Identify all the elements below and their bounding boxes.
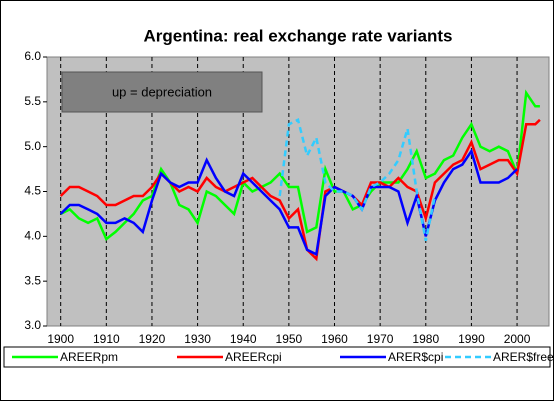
y-tick-label: 6.0 — [24, 49, 41, 63]
y-tick-label: 5.0 — [24, 139, 41, 153]
series-line — [60, 89, 540, 241]
chart-title: Argentina: real exchange rate variants — [144, 26, 453, 45]
x-tick-label: 1950 — [276, 332, 303, 346]
legend-label: ARER$cpi — [388, 350, 443, 364]
x-tick-label: 1980 — [412, 332, 439, 346]
legend-label: ARER$free — [493, 350, 554, 364]
x-tick-label: 1940 — [230, 332, 257, 346]
series-lines — [59, 89, 541, 262]
annotation: up = depreciation — [112, 84, 212, 99]
x-tick-label: 1930 — [184, 332, 211, 346]
x-tick-label: 1990 — [458, 332, 485, 346]
y-tick-label: 4.0 — [24, 229, 41, 243]
x-tick-label: 1920 — [139, 332, 166, 346]
legend-box — [3, 346, 551, 368]
series-line — [59, 118, 541, 262]
legend-label: AREERpm — [60, 350, 118, 364]
y-tick-label: 3.5 — [24, 273, 41, 287]
series-line — [59, 148, 518, 257]
x-tick-label: 1910 — [93, 332, 120, 346]
x-tick-label: 1960 — [321, 332, 348, 346]
y-tick-label: 4.5 — [24, 184, 41, 198]
y-tick-label: 3.0 — [24, 318, 41, 332]
annotation-box — [61, 71, 263, 113]
y-tick-label: 5.5 — [24, 94, 41, 108]
x-tick-label: 2000 — [504, 332, 531, 346]
x-tick-label: 1900 — [47, 332, 74, 346]
legend-label: AREERcpi — [225, 350, 282, 364]
series-line — [278, 117, 437, 242]
x-tick-label: 1970 — [367, 332, 394, 346]
